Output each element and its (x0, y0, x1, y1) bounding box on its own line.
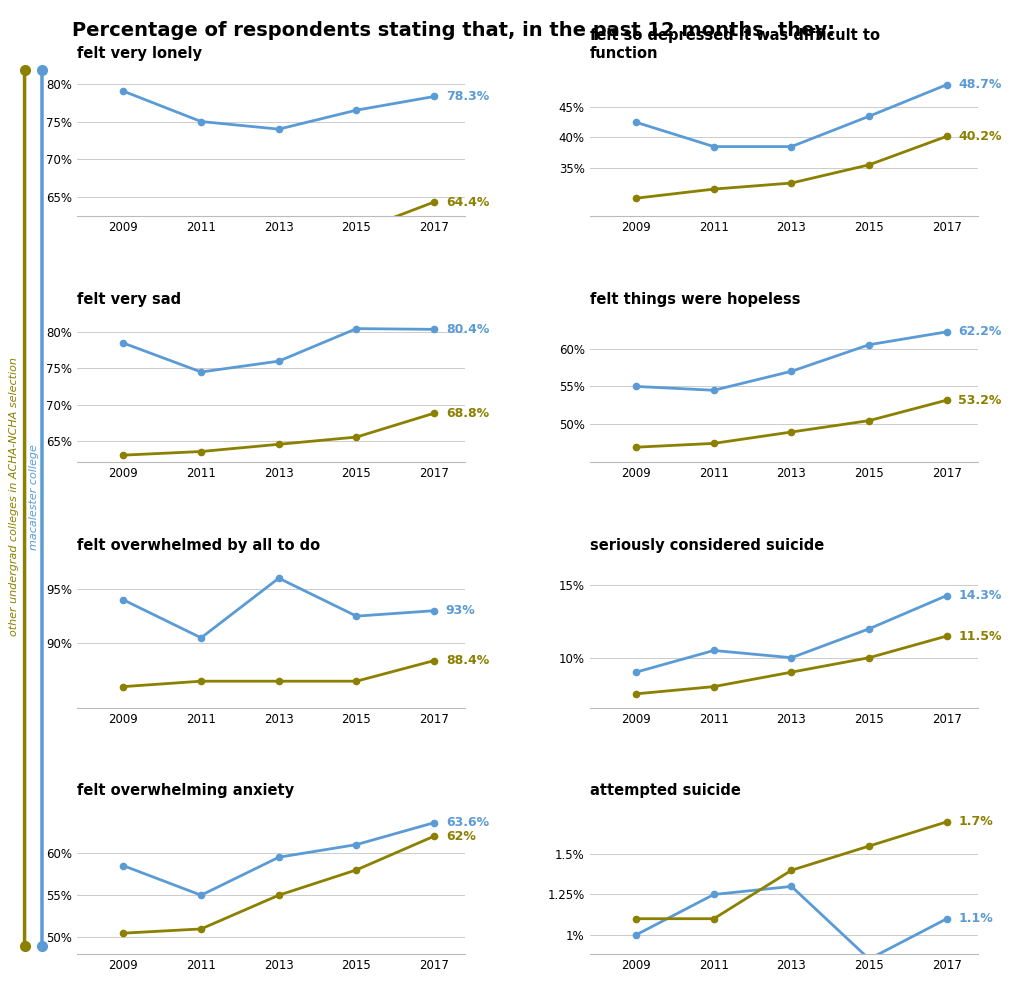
Text: Percentage of respondents stating that, in the past 12 months, they:: Percentage of respondents stating that, … (72, 21, 835, 40)
Text: seriously considered suicide: seriously considered suicide (590, 538, 823, 553)
Text: 62.2%: 62.2% (958, 325, 1001, 338)
Text: 1.7%: 1.7% (958, 815, 993, 828)
Text: other undergrad colleges in ACHA-NCHA selection: other undergrad colleges in ACHA-NCHA se… (9, 358, 19, 636)
Text: 88.4%: 88.4% (445, 654, 489, 667)
Text: 63.6%: 63.6% (445, 816, 488, 829)
Text: felt overwhelming anxiety: felt overwhelming anxiety (77, 783, 294, 798)
Text: felt so depressed it was difficult to
function: felt so depressed it was difficult to fu… (590, 28, 880, 61)
Text: 48.7%: 48.7% (958, 79, 1001, 91)
Text: felt very sad: felt very sad (77, 291, 181, 306)
Text: attempted suicide: attempted suicide (590, 783, 740, 798)
Text: 62%: 62% (445, 830, 476, 843)
Text: felt overwhelmed by all to do: felt overwhelmed by all to do (77, 538, 319, 553)
Text: 53.2%: 53.2% (958, 394, 1001, 407)
Text: 40.2%: 40.2% (958, 130, 1002, 143)
Text: felt things were hopeless: felt things were hopeless (590, 291, 800, 306)
Text: macalester college: macalester college (29, 444, 39, 550)
Text: 80.4%: 80.4% (445, 323, 489, 336)
Text: 78.3%: 78.3% (445, 90, 489, 103)
Text: 1.1%: 1.1% (958, 912, 993, 925)
Text: 11.5%: 11.5% (958, 629, 1002, 642)
Text: 64.4%: 64.4% (445, 196, 489, 209)
Text: 93%: 93% (445, 604, 475, 617)
Text: 14.3%: 14.3% (958, 589, 1001, 602)
Text: 68.8%: 68.8% (445, 407, 488, 419)
Text: felt very lonely: felt very lonely (77, 46, 202, 61)
